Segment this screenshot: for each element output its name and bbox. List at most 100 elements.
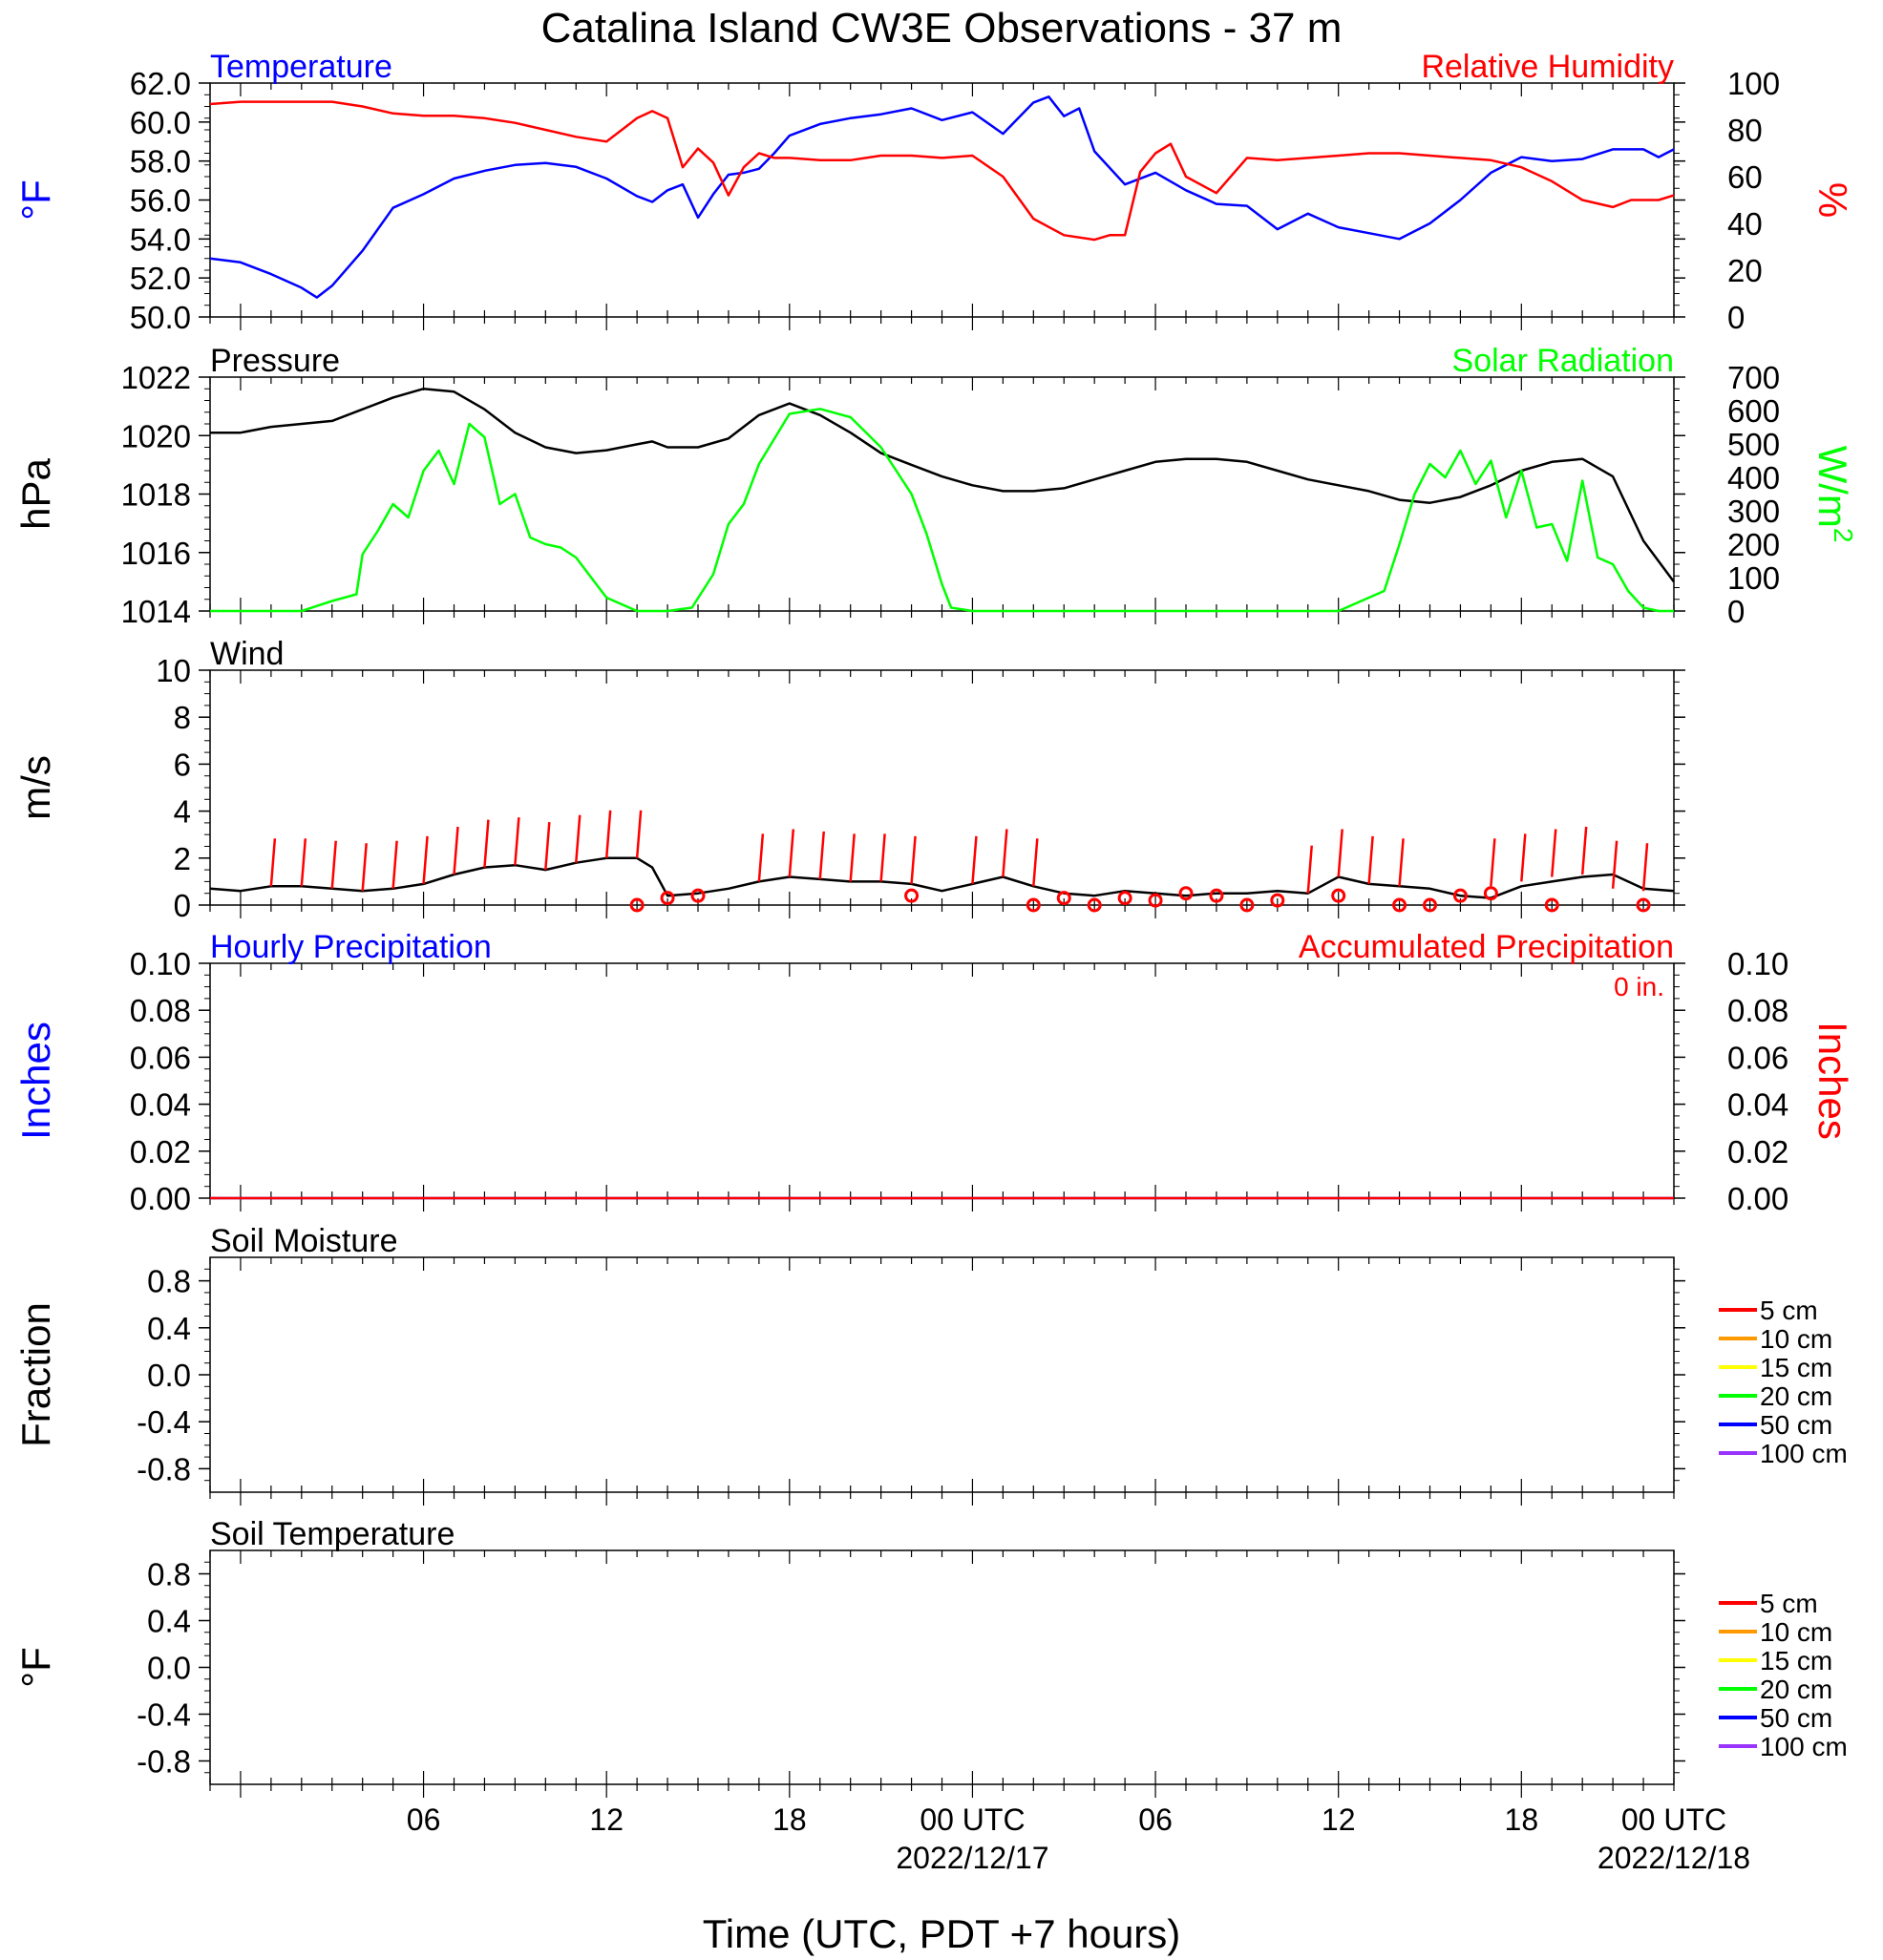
calm-wind-marker [629,897,645,913]
y-left-tick-label: 0.0 [147,1358,191,1393]
panel-title-left: Pressure [210,343,340,379]
panel-title-right: Solar Radiation [1452,343,1674,379]
panel-title-left: Temperature [210,49,392,85]
wind-barb [330,840,337,889]
calm-wind-marker [1452,888,1468,903]
unit-superscript: 2 [1829,528,1858,543]
calm-wind-marker [1239,897,1255,913]
calm-wind-marker [1483,886,1498,901]
legend-label: 100 cm [1760,1439,1848,1468]
panel-3: 10 8 6 4 2 0 Wind m/s [13,636,1685,923]
y-left-tick-label: 4 [174,794,191,830]
wind-barb [453,826,459,875]
y-left-tick-label: 56.0 [130,183,191,219]
legend-label: 50 cm [1760,1703,1832,1733]
y-right-tick-label: 100 [1727,66,1780,101]
calm-wind-marker [904,888,920,903]
y-left-tick-label: -0.8 [137,1744,191,1780]
x-tick-label: 06 [1138,1802,1173,1837]
legend-label: 10 cm [1760,1324,1832,1354]
wind-barb [422,835,429,884]
y-left-tick-label: 0.8 [147,1557,191,1592]
wind-barb [879,833,886,882]
y-left-tick-label: 52.0 [130,261,191,296]
y-left-tick-label: 8 [174,700,191,735]
y-left-axis-label: °F [13,179,58,220]
legend-label: 100 cm [1760,1732,1848,1761]
calm-wind-marker [1117,891,1132,906]
y-left-tick-label: 1022 [121,360,191,395]
legend-label: 5 cm [1760,1589,1818,1618]
y-left-tick-label: 0.02 [130,1134,191,1170]
calm-wind-marker [690,888,706,903]
calm-wind-marker [1178,886,1194,901]
panel-title-left: Soil Moisture [210,1223,398,1259]
plot-frame [209,82,1675,318]
plot-frame [209,669,1675,906]
figure-title: Catalina Island CW3E Observations - 37 m [541,5,1343,52]
plot-frame [209,1256,1675,1493]
panel-5: 0.8 0.4 0.0 -0.4 -0.8 Soil Moisture Fraction 5 … [13,1223,1848,1506]
x-tick-label: 00 UTC [920,1802,1025,1837]
y-left-tick-label: 1014 [121,594,191,629]
wind-barb [1367,835,1374,884]
y-left-axis-label: hPa [13,457,58,529]
plot-frame [209,962,1675,1199]
series-line-temperature [209,95,1675,299]
panel-title-right: Accumulated Precipitation [1299,929,1674,965]
y-right-axis-label: Inches [1810,1022,1855,1140]
wind-barb [361,843,368,892]
x-tick-label: 00 UTC [1621,1802,1726,1837]
y-left-axis-label: m/s [13,755,58,820]
y-right-tick-label: 700 [1727,360,1780,395]
wind-barb [910,835,917,884]
panel-title-left: Hourly Precipitation [210,929,492,965]
y-left-tick-label: 0.08 [130,993,191,1028]
y-left-tick-label: 62.0 [130,66,191,101]
y-left-tick-label: 1020 [121,418,191,453]
wind-barb [1520,833,1527,882]
wind-barb [1002,829,1008,877]
wind-barb [1641,843,1649,892]
x-tick-label: 12 [1322,1802,1356,1837]
y-left-tick-label: 0.10 [130,946,191,981]
panels: 62.060.058.056.054.052.050.0100806040200… [13,49,1858,1875]
wind-barb [604,810,612,858]
wind-barb [1398,838,1405,887]
x-tick-label: 06 [407,1802,441,1837]
legend-label: 10 cm [1760,1617,1832,1647]
wind-barb [1580,826,1588,875]
wind-barb [575,814,582,863]
calm-wind-marker [1026,897,1041,913]
y-left-tick-label: 0.8 [147,1264,191,1299]
plot-frame [209,376,1675,612]
y-left-tick-label: 0.04 [130,1087,191,1123]
calm-wind-marker [1209,888,1224,903]
y-left-axis-label: Fraction [13,1302,58,1447]
panel-4: 0.10 0.08 0.06 0.04 0.02 0.00 0.10 0.08 0.06 0.04… [13,929,1855,1216]
wind-barb [1611,840,1619,889]
legend-label: 15 cm [1760,1646,1832,1675]
y-left-tick-label: 60.0 [130,105,191,140]
calm-wind-marker [1056,891,1071,906]
panel-title-left: Wind [210,636,284,672]
y-right-tick-label: 300 [1727,494,1780,529]
y-right-tick-label: 0.00 [1727,1181,1788,1216]
series-line-relative-humidity [209,100,1675,242]
y-right-tick-label: 40 [1727,206,1763,242]
y-left-tick-label: 0.4 [147,1604,191,1639]
panel-2: 1022 1020 1018 1016 1014 70060050040030020010… [13,343,1858,629]
y-right-tick-label: 100 [1727,560,1780,596]
y-left-tick-label: 1018 [121,477,191,513]
y-left-axis-label: Inches [13,1022,58,1140]
wind-barb [1337,829,1343,877]
y-right-tick-label: 0.02 [1727,1134,1788,1170]
y-left-tick-label: -0.8 [137,1451,191,1486]
calm-wind-marker [1392,897,1407,913]
wind-barb [818,831,825,880]
legend-label: 20 cm [1760,1381,1832,1411]
x-tick-label: 18 [1505,1802,1539,1837]
wind-barb [483,819,490,868]
